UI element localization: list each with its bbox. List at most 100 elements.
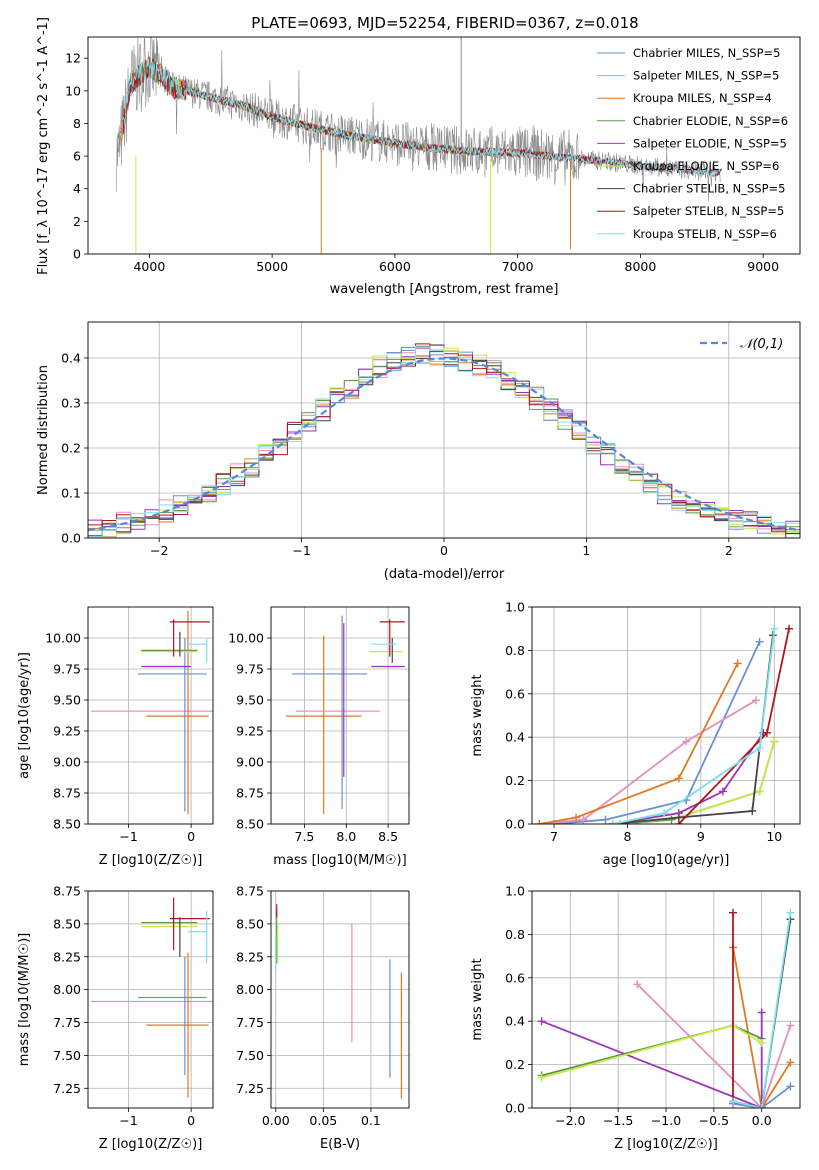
- x-tick-label: 8000: [625, 259, 657, 274]
- series-line-kroupa-miles: [732, 947, 792, 1108]
- panel-residuals: −2 −1 0 1 2 0.0 0.1 0.2 0.3 0.4 (data-model)/error…: [36, 321, 801, 582]
- figure-title: PLATE=0693, MJD=52254, FIBERID=0367, z=0…: [251, 14, 638, 32]
- x-axis-label: age [log10(age/yr)]: [603, 853, 730, 868]
- y-tick-label: 8.50: [236, 916, 264, 931]
- x-tick-label: 0: [187, 829, 195, 844]
- legend-label: Chabrier MILES, N_SSP=5: [633, 46, 780, 60]
- x-tick-label: −1.5: [603, 1113, 633, 1128]
- legend-label: Salpeter MILES, N_SSP=5: [633, 69, 779, 83]
- series-line-kroupa-miles: [539, 662, 739, 824]
- plot-area: [535, 624, 793, 824]
- x-axis-label: wavelength [Angstrom, rest frame]: [330, 282, 559, 297]
- panel-age_vs_mass: 7.5 8.0 8.5 8.50 8.75 9.00 9.25 9.50 9.75 10.00 ma…: [228, 606, 410, 868]
- y-tick-label: 8.50: [53, 916, 81, 931]
- panel-mass_vs_EBV: 0.00 0.05 0.1 7.25 7.50 7.75 8.00 8.25 8.50 8.75 E…: [236, 884, 410, 1152]
- y-tick-label: 9.00: [236, 755, 264, 770]
- axes-frame: [531, 890, 801, 1109]
- y-tick-label: 0.0: [505, 817, 525, 832]
- y-tick-label: 8.50: [236, 817, 264, 832]
- y-tick-label: 9.25: [53, 724, 81, 739]
- y-axis-label: mass [log10(M/M☉)]: [17, 933, 32, 1066]
- x-tick-label: 8.0: [336, 829, 356, 844]
- x-tick-label: −0.5: [699, 1113, 729, 1128]
- x-tick-label: 10: [766, 829, 782, 844]
- plot-area: [88, 343, 800, 538]
- data-spectrum-line: [115, 37, 721, 202]
- x-axis-label: Z [log10(Z/Z☉)]: [99, 1137, 203, 1152]
- legend: Chabrier MILES, N_SSP=5 Salpeter MILES, N…: [597, 46, 788, 241]
- y-tick-label: 10: [65, 83, 81, 98]
- y-tick-label: 9.50: [53, 693, 81, 708]
- series-line-salpeter-stelib: [678, 628, 790, 824]
- x-axis-label: mass [log10(M/M☉)]: [273, 853, 406, 868]
- model-line-salpeter-stelib: [122, 56, 720, 177]
- legend: 𝒩(0,1): [700, 337, 783, 352]
- y-tick-label: 0.2: [505, 773, 525, 788]
- y-tick-label: 0.0: [505, 1101, 525, 1116]
- y-tick-label: 0.2: [505, 1057, 525, 1072]
- x-tick-label: 0: [440, 543, 448, 558]
- y-tick-label: 4: [73, 181, 81, 196]
- y-tick-label: 8: [73, 116, 81, 131]
- y-tick-label: 10.00: [228, 631, 264, 646]
- x-tick-label: 9000: [747, 259, 779, 274]
- y-axis-label: mass weight: [470, 674, 485, 756]
- y-tick-label: 8.00: [236, 982, 264, 997]
- x-tick-label: 6000: [379, 259, 411, 274]
- series-line-salpeter-miles: [539, 699, 757, 824]
- y-tick-label: 0.6: [505, 970, 525, 985]
- axes-frame: [270, 606, 410, 825]
- y-tick-label: 8.75: [53, 786, 81, 801]
- y-tick-label: 0.2: [61, 441, 81, 456]
- x-tick-label: 4000: [133, 259, 165, 274]
- y-tick-label: 7.75: [53, 1015, 81, 1030]
- y-tick-label: 9.75: [53, 662, 81, 677]
- axes-frame: [87, 321, 801, 539]
- y-tick-label: 7.50: [236, 1048, 264, 1063]
- x-tick-label: 7: [550, 829, 558, 844]
- y-tick-label: 10.00: [45, 631, 81, 646]
- y-tick-label: 8.25: [53, 949, 81, 964]
- plot-area: [115, 37, 721, 254]
- y-tick-label: 0.4: [505, 1014, 525, 1029]
- x-tick-label: −1.0: [651, 1113, 681, 1128]
- x-tick-label: −2: [150, 543, 168, 558]
- panel-mass_vs_Z: −1 0 7.25 7.50 7.75 8.00 8.25 8.50 8.75 Z [log10(…: [17, 884, 214, 1152]
- y-tick-label: 9.75: [236, 662, 264, 677]
- y-tick-label: 8.75: [236, 884, 264, 899]
- x-tick-label: 0.00: [262, 1113, 290, 1128]
- axes-frame: [270, 890, 410, 1109]
- axes-frame: [531, 606, 801, 825]
- y-axis-label: age [log10(age/yr)]: [17, 652, 32, 779]
- x-tick-label: 2: [725, 543, 733, 558]
- plot-area: [91, 610, 213, 815]
- x-axis-label: Z [log10(Z/Z☉)]: [614, 1137, 718, 1152]
- y-tick-label: 7.25: [236, 1081, 264, 1096]
- axes-frame: [87, 36, 801, 255]
- x-axis-label: E(B-V): [320, 1137, 360, 1152]
- x-tick-label: −1: [119, 829, 137, 844]
- legend-label: Chabrier STELIB, N_SSP=5: [633, 182, 785, 196]
- axes-frame: [87, 606, 214, 825]
- y-tick-label: 8.75: [53, 884, 81, 899]
- x-tick-label: 5000: [256, 259, 288, 274]
- series-line-kroupa-stelib: [612, 628, 776, 824]
- normal-curve: [88, 357, 800, 532]
- y-axis-label: Flux [f_λ 10^-17 erg cm^-2 s^-1 A^-1]: [36, 17, 51, 275]
- series-line-chabrier-miles: [553, 641, 761, 824]
- y-tick-label: 8.25: [236, 949, 264, 964]
- x-tick-label: −1: [292, 543, 310, 558]
- legend-label: Kroupa MILES, N_SSP=4: [633, 91, 772, 105]
- x-axis-label: Z [log10(Z/Z☉)]: [99, 853, 203, 868]
- y-tick-label: 12: [65, 51, 81, 66]
- y-tick-label: 0.8: [505, 927, 525, 942]
- legend-label: Kroupa ELODIE, N_SSP=6: [633, 159, 779, 173]
- x-tick-label: 0.0: [752, 1113, 772, 1128]
- series-line-kroupa-stelib: [732, 912, 792, 1108]
- panel-massweight_vs_age: 7 8 9 10 0.0 0.2 0.4 0.6 0.8 1.0 age [log10(age/yr…: [470, 600, 801, 868]
- y-tick-label: 2: [73, 214, 81, 229]
- x-tick-label: 7000: [502, 259, 534, 274]
- y-tick-label: 9.25: [236, 724, 264, 739]
- y-tick-label: 6: [73, 149, 81, 164]
